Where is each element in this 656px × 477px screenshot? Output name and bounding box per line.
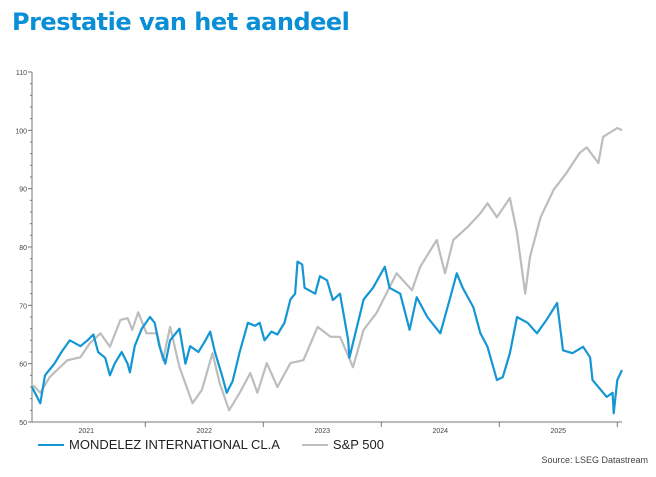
y-tick-label: 90 — [19, 187, 27, 194]
x-tick-label: 2022 — [196, 428, 212, 435]
y-tick-label: 100 — [15, 128, 27, 135]
x-tick-label: 2023 — [314, 428, 330, 435]
legend-item-mondelez: MONDELEZ INTERNATIONAL CL.A — [38, 437, 280, 452]
legend-swatch-mondelez — [38, 443, 64, 446]
source-note: Source: LSEG Datastream — [541, 455, 648, 465]
page-title: Prestatie van het aandeel — [12, 8, 350, 36]
series-lines — [31, 126, 623, 415]
y-tick-label: 60 — [19, 362, 27, 369]
x-tick-label: 2021 — [78, 428, 94, 435]
legend-item-sp500: S&P 500 — [301, 437, 385, 452]
legend-label-sp500: S&P 500 — [332, 437, 385, 452]
y-tick-label: 80 — [19, 245, 27, 252]
x-tick-label: 2025 — [550, 428, 566, 435]
legend: MONDELEZ INTERNATIONAL CL.A S&P 500 — [38, 437, 406, 452]
axes: 50 60 70 80 90 100 110 2021 2022 2023 2024 2025 — [15, 70, 622, 435]
y-tick-label: 110 — [16, 70, 27, 77]
series-line-sp500 — [32, 126, 623, 412]
legend-label-mondelez: MONDELEZ INTERNATIONAL CL.A — [69, 437, 280, 452]
y-tick-label: 70 — [19, 303, 27, 310]
series-line-mondelez — [31, 260, 623, 415]
legend-swatch-sp500 — [301, 443, 328, 446]
y-tick-label: 50 — [19, 420, 27, 427]
x-tick-label: 2024 — [432, 428, 448, 435]
